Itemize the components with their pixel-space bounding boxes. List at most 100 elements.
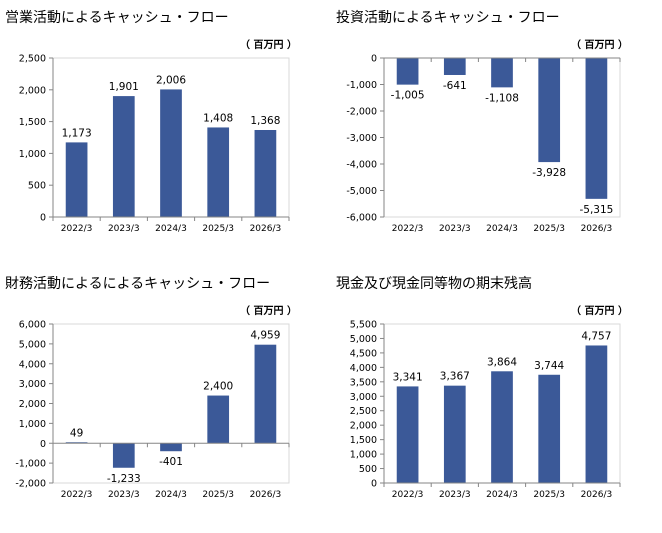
x-tick-label: 2025/3 <box>202 490 234 500</box>
y-tick-label: -4,000 <box>346 160 377 171</box>
x-tick-label: 2026/3 <box>250 224 282 234</box>
y-tick-label: 3,500 <box>350 377 377 388</box>
chart-unit: （ 百万円 ） <box>571 40 628 51</box>
y-tick-label: 1,500 <box>350 435 377 446</box>
data-label: -1,233 <box>107 473 141 485</box>
chart-panel-operating: 営業活動によるキャッシュ・フロー （ 百万円 ） 0 500 1,000 1,500 2… <box>0 0 331 266</box>
bar <box>443 385 466 483</box>
data-label: 2,400 <box>203 381 233 393</box>
x-tick-label: 2023/3 <box>439 224 471 234</box>
bar <box>160 443 182 452</box>
y-tick-label: 5,000 <box>350 334 377 345</box>
data-label: 49 <box>70 427 83 439</box>
bar <box>585 58 608 199</box>
chart-unit: （ 百万円 ） <box>571 306 628 317</box>
y-tick-label: 2,000 <box>19 85 46 96</box>
x-tick-label: 2023/3 <box>439 490 471 500</box>
data-label: -1,108 <box>485 92 519 104</box>
bar <box>538 58 561 163</box>
y-tick-label: -1,000 <box>346 80 377 91</box>
chart-panel-investing: 投資活動によるキャッシュ・フロー （ 百万円 ） -6,000 -5,000 -4,… <box>331 0 662 266</box>
y-tick-label: 2,000 <box>19 399 46 410</box>
y-tick-label: -5,000 <box>346 186 377 197</box>
y-tick-label: 5,000 <box>19 339 46 350</box>
data-label: -401 <box>159 456 183 468</box>
y-tick-label: -2,000 <box>15 479 46 490</box>
data-label: -641 <box>443 80 467 92</box>
chart-title: 財務活動によるによるキャッシュ・フロー <box>5 276 271 292</box>
y-tick-label: 2,000 <box>350 421 377 432</box>
x-tick-label: 2022/3 <box>392 490 424 500</box>
chart-panel-financing: 財務活動によるによるキャッシュ・フロー （ 百万円 ） -2,000 -1,000… <box>0 266 331 532</box>
chart-title: 現金及び現金同等物の期末残高 <box>336 276 532 292</box>
y-tick-label: 500 <box>359 464 377 475</box>
chart-plot: 0 500 1,000 1,500 2,000 2,500 3,000 3,500 4,000 4… <box>350 320 621 500</box>
chart-plot: -6,000 -5,000 -4,000 -3,000 -2,000 -1,000 0 -1,… <box>346 54 621 234</box>
bar <box>160 89 182 217</box>
y-tick-label: 1,000 <box>19 149 46 160</box>
chart-title: 営業活動によるキャッシュ・フロー <box>5 10 229 26</box>
x-tick-label: 2024/3 <box>486 490 518 500</box>
data-label: 1,368 <box>250 115 280 127</box>
bar <box>491 58 513 88</box>
data-label: 3,744 <box>534 360 564 372</box>
y-tick-label: 1,500 <box>19 117 46 128</box>
y-tick-label: 2,500 <box>19 54 46 65</box>
chart-plot: -2,000 -1,000 0 1,000 2,000 3,000 4,000 5,000 6,… <box>15 320 290 500</box>
data-label: 1,408 <box>203 112 233 124</box>
y-tick-label: -3,000 <box>346 133 377 144</box>
y-tick-label: 4,000 <box>19 359 46 370</box>
x-tick-label: 2023/3 <box>108 490 140 500</box>
chart-unit: （ 百万円 ） <box>240 40 297 51</box>
x-tick-label: 2026/3 <box>581 224 613 234</box>
y-tick-label: 0 <box>371 54 377 65</box>
chart-unit: （ 百万円 ） <box>240 306 297 317</box>
data-label: 3,864 <box>487 356 517 368</box>
data-label: -3,928 <box>532 167 566 179</box>
y-tick-label: 0 <box>40 213 46 224</box>
x-tick-label: 2026/3 <box>581 490 613 500</box>
data-label: 3,341 <box>393 371 423 383</box>
chart-panel-cash-balance: 現金及び現金同等物の期末残高 （ 百万円 ） 0 500 1,000 1,500 2,0… <box>331 266 662 532</box>
data-label: 4,757 <box>581 330 611 342</box>
data-label: 3,367 <box>440 371 470 383</box>
y-tick-label: -1,000 <box>15 459 46 470</box>
x-tick-label: 2023/3 <box>108 224 140 234</box>
bar <box>254 129 277 217</box>
data-label: -5,315 <box>579 204 613 216</box>
y-tick-label: -6,000 <box>346 213 377 224</box>
bar <box>491 371 513 483</box>
bar <box>396 58 419 85</box>
bar <box>254 344 277 444</box>
y-tick-label: 6,000 <box>19 320 46 331</box>
x-tick-label: 2022/3 <box>392 224 424 234</box>
bar <box>207 395 230 444</box>
y-tick-label: 5,500 <box>350 320 377 331</box>
data-label: 4,959 <box>250 330 280 342</box>
y-tick-label: 3,000 <box>19 379 46 390</box>
bar <box>112 443 135 468</box>
data-label: 1,173 <box>62 127 92 139</box>
y-tick-label: 500 <box>28 181 46 192</box>
chart-plot: 0 500 1,000 1,500 2,000 2,500 1,173 1,901 2,006 1… <box>19 54 290 234</box>
x-tick-label: 2024/3 <box>155 490 187 500</box>
y-tick-label: 4,000 <box>350 363 377 374</box>
x-tick-label: 2022/3 <box>61 224 93 234</box>
bar <box>443 58 466 75</box>
y-tick-label: 4,500 <box>350 348 377 359</box>
x-tick-label: 2024/3 <box>155 224 187 234</box>
data-label: 2,006 <box>156 74 186 86</box>
data-label: -1,005 <box>391 90 425 102</box>
data-label: 1,901 <box>109 81 139 93</box>
bar <box>585 345 608 483</box>
y-tick-label: -2,000 <box>346 107 377 118</box>
bar <box>112 96 135 217</box>
y-tick-label: 0 <box>40 439 46 450</box>
x-tick-label: 2024/3 <box>486 224 518 234</box>
x-tick-label: 2025/3 <box>533 224 565 234</box>
x-tick-label: 2026/3 <box>250 490 282 500</box>
chart-title: 投資活動によるキャッシュ・フロー <box>336 10 560 26</box>
x-tick-label: 2025/3 <box>533 490 565 500</box>
y-tick-label: 2,500 <box>350 406 377 417</box>
x-tick-label: 2022/3 <box>61 490 93 500</box>
